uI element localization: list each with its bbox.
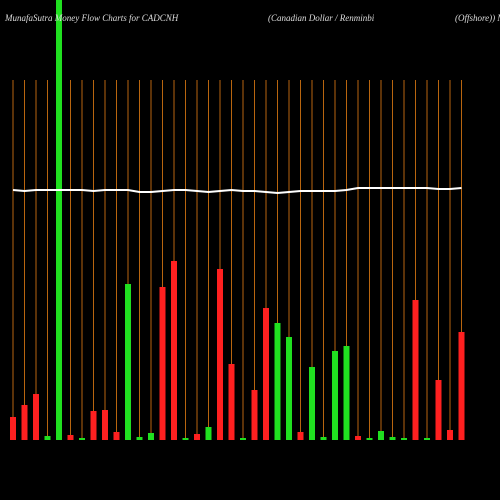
bar [21,405,28,440]
bar [263,308,269,440]
bar [240,438,246,440]
bar [332,351,338,440]
bar [412,300,419,440]
bar [67,435,74,440]
bar [102,410,108,440]
money-flow-line [12,187,462,195]
bar [194,434,200,440]
bar [228,364,235,440]
bar [447,430,453,440]
bar [44,436,51,440]
bar [113,432,120,440]
bar [148,433,154,440]
bar [366,438,373,440]
bar [309,367,315,440]
chart-title: MunafaSutra Money Flow Charts for CADCNH [4,13,179,23]
bar [424,438,430,440]
bar [297,432,304,440]
chart-title: (Offshore)) M [455,13,500,23]
bar [56,0,62,440]
bar [401,438,407,440]
bar [182,438,189,440]
bar [343,346,350,440]
bar [320,437,327,440]
bar [159,287,166,440]
bar [90,411,97,440]
bar [136,437,143,440]
bar [79,438,85,440]
bar [355,436,361,440]
bar [378,431,384,440]
bar [205,427,212,440]
bar [125,284,131,440]
bar [217,269,223,440]
bar [274,323,281,440]
bar [389,437,396,440]
bar [171,261,177,440]
bar [435,380,442,440]
bar [33,394,39,440]
chart-title: (Canadian Dollar / Renminbi [268,13,375,23]
bar [10,417,16,440]
bar [251,390,258,440]
bar [286,337,292,440]
bar [458,332,465,440]
